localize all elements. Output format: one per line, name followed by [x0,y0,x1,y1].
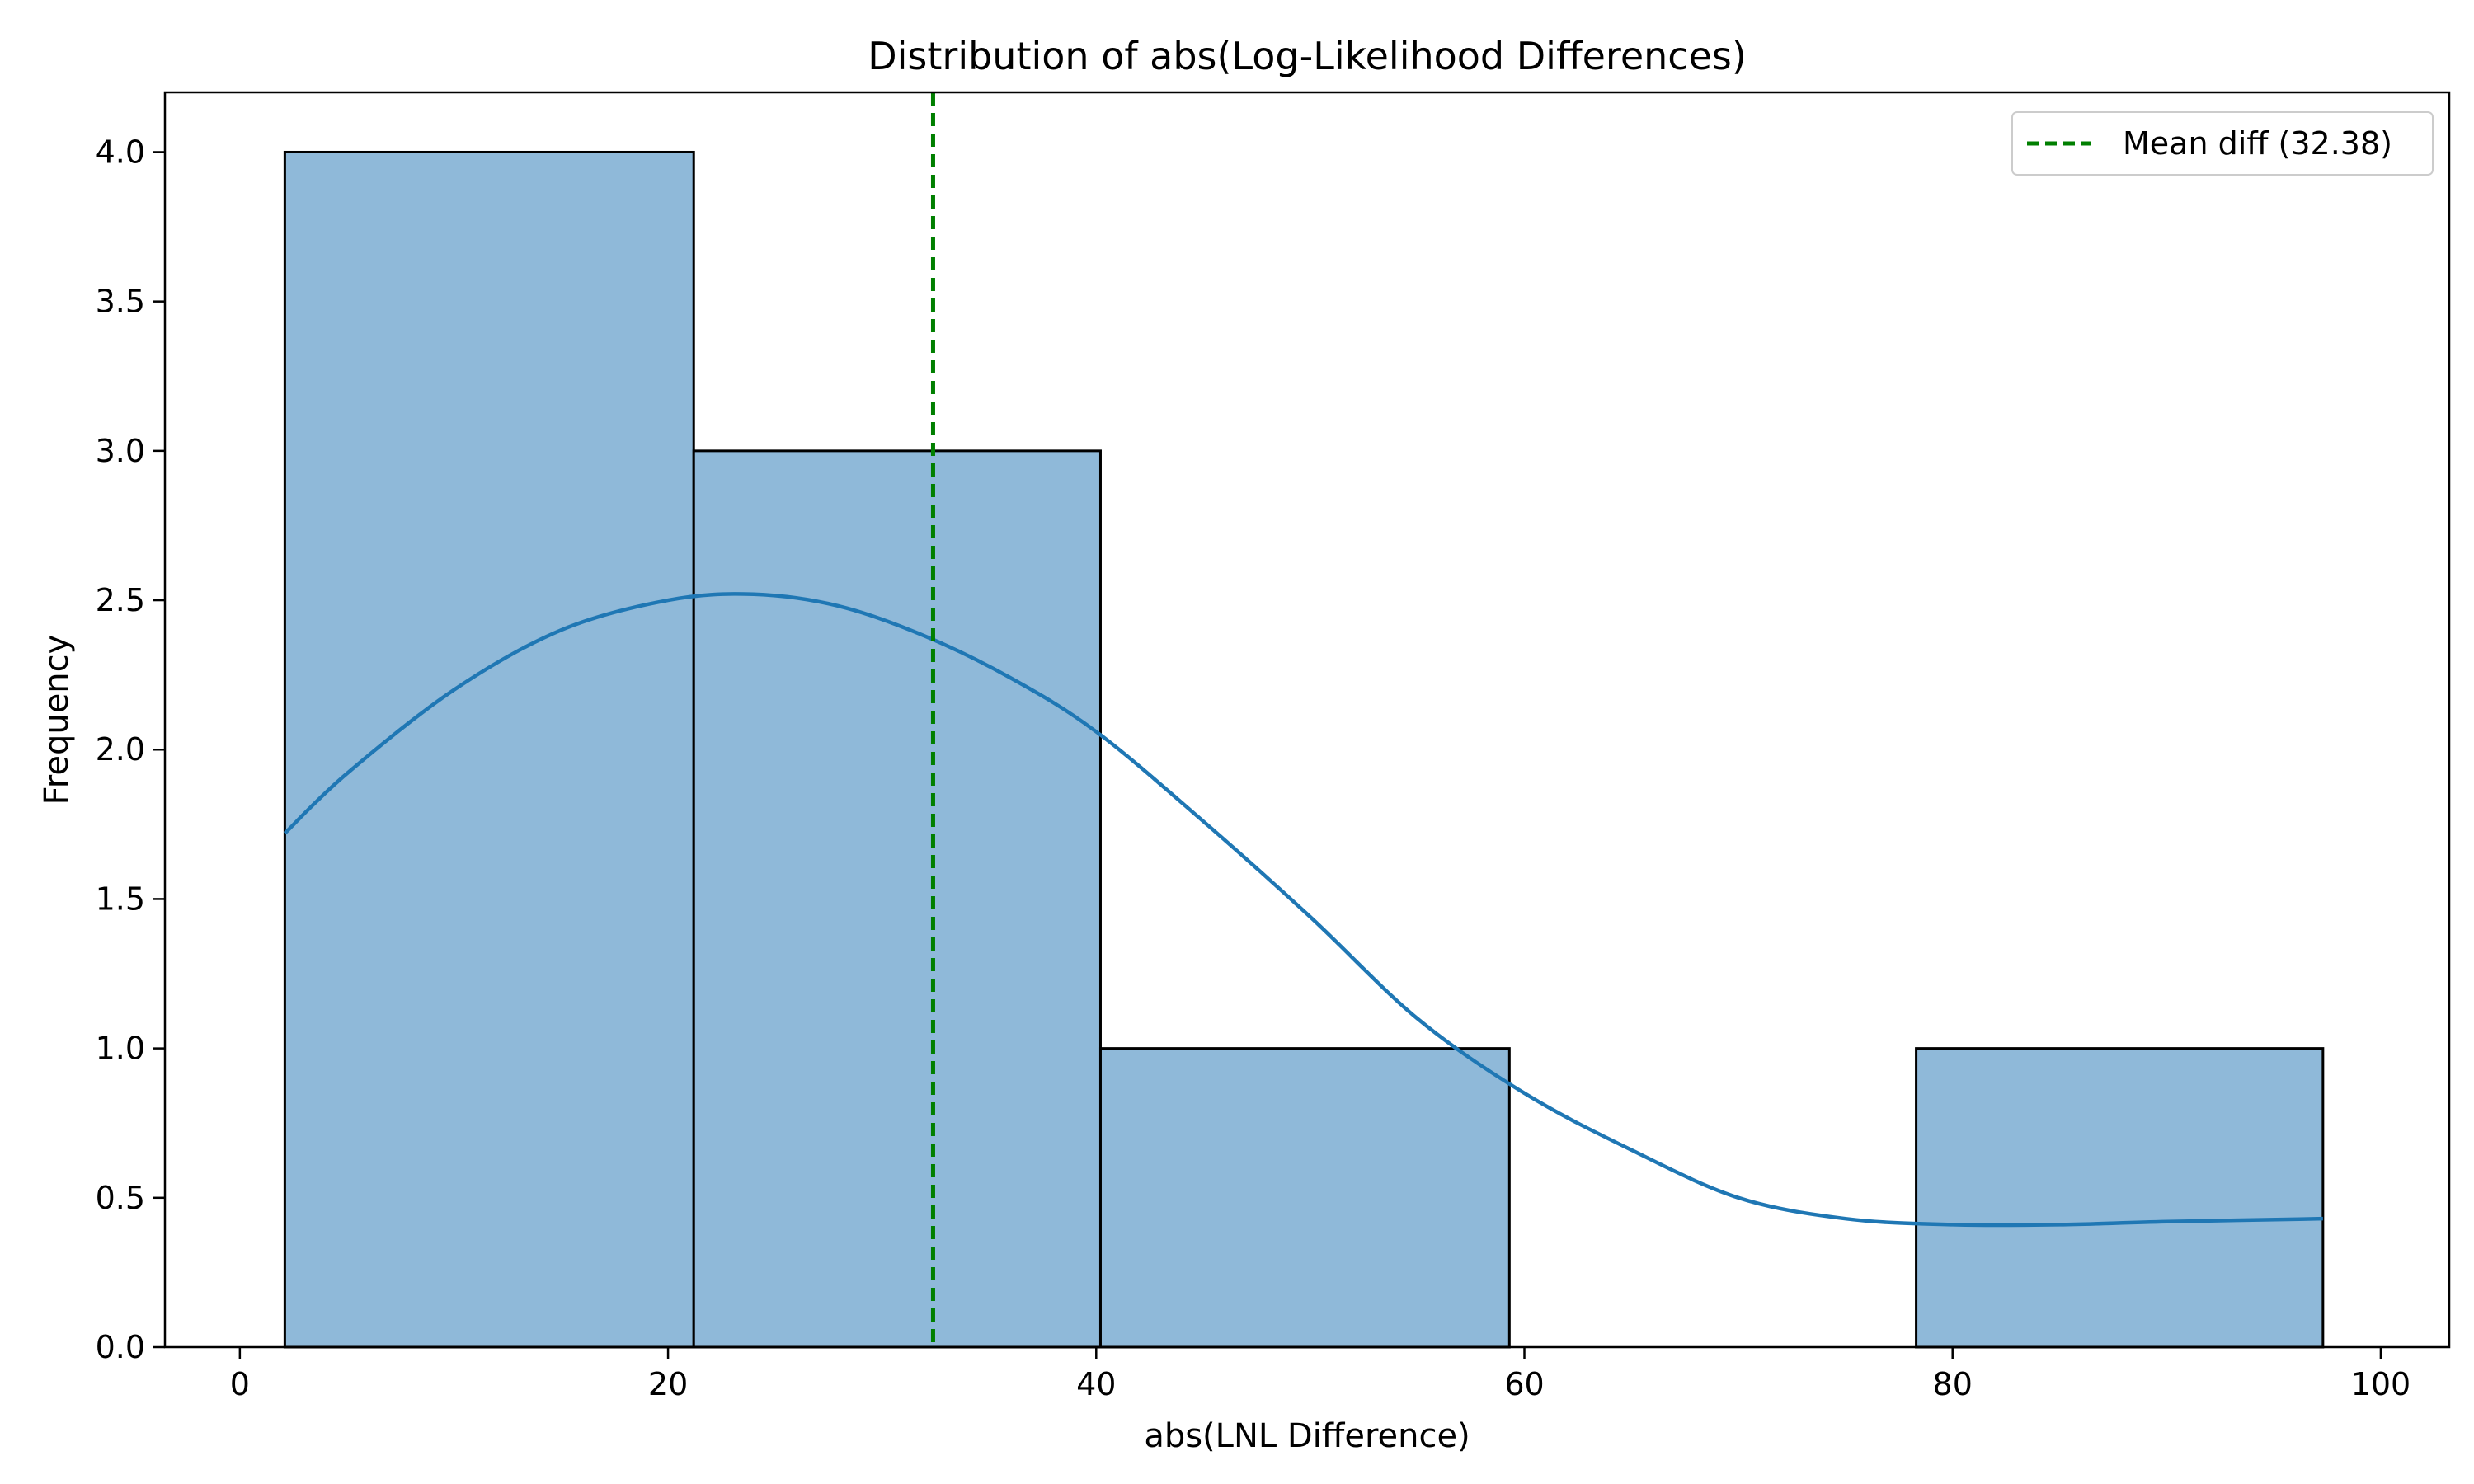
kde-curve [283,592,2323,1228]
x-tick-label: 80 [1933,1366,1973,1402]
x-tick-label: 0 [230,1366,250,1402]
x-axis-ticks: 0 20 40 60 80 100 [230,1347,2411,1402]
y-tick-label: 4.0 [96,134,145,170]
legend-mean-label: Mean diff (32.38) [2123,125,2392,162]
x-tick-label: 20 [648,1366,688,1402]
plot-frame [163,91,2451,1349]
histogram-bar-4 [1915,1047,2325,1349]
bars-layer [283,150,2325,1349]
chart-title: Distribution of abs(Log-Likelihood Diffe… [868,34,1747,78]
y-tick-label: 1.5 [96,881,145,917]
y-tick-label: 1.0 [96,1031,145,1067]
y-axis-ticks: 0.0 0.5 1.0 1.5 2.0 2.5 3.0 3.5 4.0 [96,134,165,1365]
histogram-bar-1 [692,449,1102,1349]
y-tick-label: 2.5 [96,582,145,618]
y-tick-label: 3.0 [96,433,145,469]
legend-box [2011,111,2434,176]
y-axis-label: Frequency [38,635,76,805]
x-tick-label: 60 [1504,1366,1544,1402]
kde-layer [283,592,2323,1228]
y-tick-label: 0.5 [96,1180,145,1216]
x-tick-label: 40 [1076,1366,1116,1402]
histogram-bar-0 [283,150,695,1349]
y-tick-label: 0.0 [96,1329,145,1365]
histogram-bar-2 [1098,1047,1511,1349]
y-tick-label: 2.0 [96,731,145,768]
y-tick-label: 3.5 [96,284,145,320]
x-axis-label: abs(LNL Difference) [1144,1417,1470,1455]
x-tick-label: 100 [2351,1366,2411,1402]
legend: Mean diff (32.38) [2011,111,2434,176]
